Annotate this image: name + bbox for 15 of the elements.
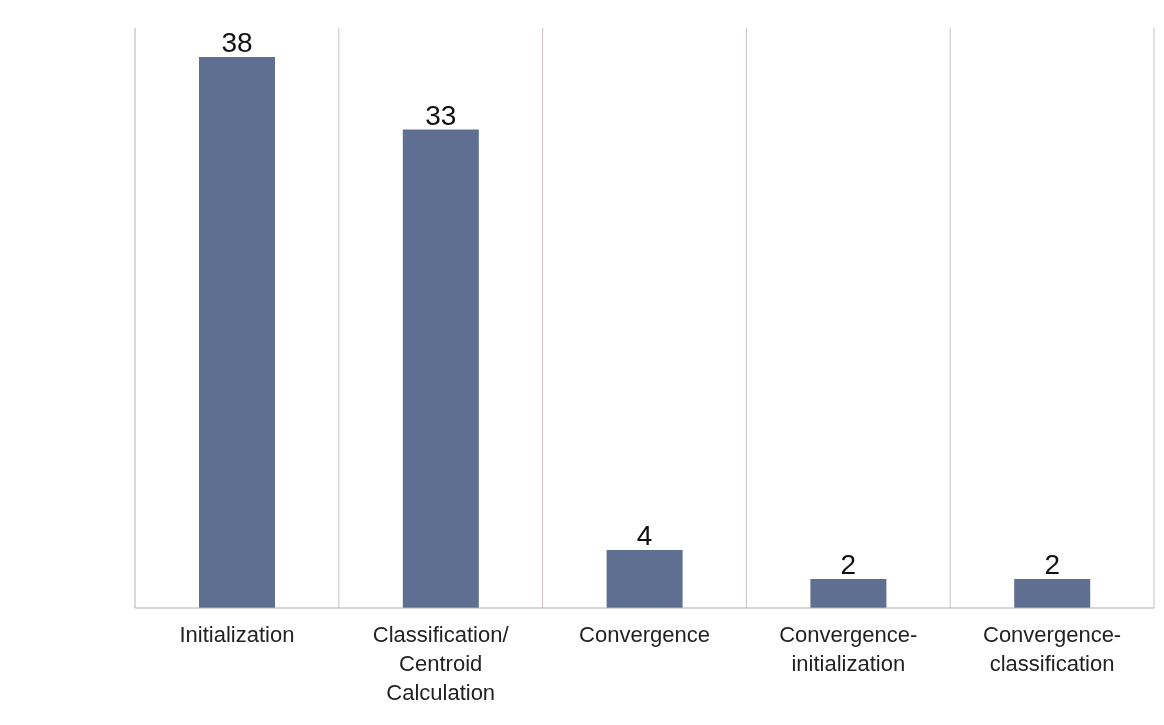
x-tick-label: Initialization — [179, 622, 295, 647]
bar — [810, 579, 887, 608]
x-tick-label: Classification/ Centroid Calculation — [372, 622, 510, 705]
data-label: 2 — [1044, 549, 1060, 580]
data-label: 33 — [425, 99, 457, 131]
x-tick-label: Convergence — [579, 622, 710, 647]
data-label: 2 — [840, 549, 857, 580]
bar — [606, 550, 683, 608]
data-label: 38 — [221, 27, 253, 58]
x-tick-label: Convergence-initialization — [779, 622, 918, 676]
bar — [1014, 579, 1091, 608]
bar — [199, 57, 275, 608]
data-label: 4 — [636, 520, 653, 551]
x-tick-label: Convergence-classification — [983, 622, 1122, 676]
bar — [402, 129, 479, 608]
